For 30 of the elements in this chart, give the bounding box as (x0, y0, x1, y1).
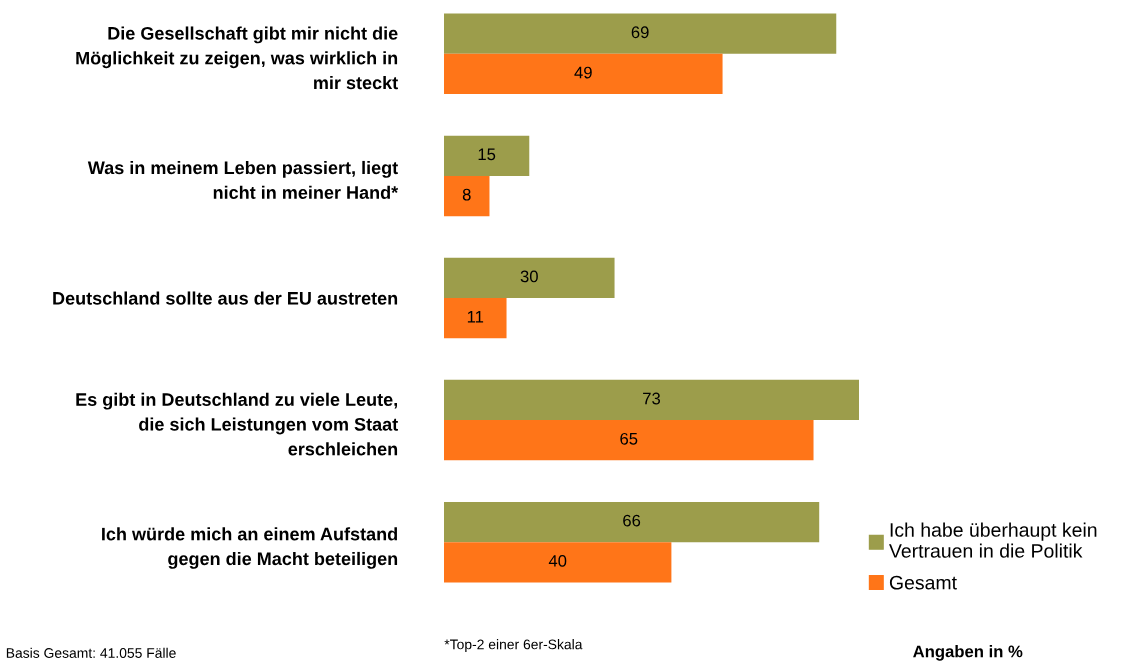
legend-label: Ich habe überhaupt kein Vertrauen in die Politik (889, 522, 1097, 558)
data-label: 73 (643, 392, 661, 405)
data-label: 30 (520, 270, 538, 283)
data-label: 66 (623, 514, 641, 527)
text: *Top-2 einer 6er-Skala (444, 639, 583, 653)
legend-label: Gesamt (889, 575, 957, 590)
bar (444, 298, 507, 339)
data-label: 40 (548, 554, 567, 567)
y-tick-label: Es gibt in Deutschland zu viele Leute, die sich Leistungen vom Staat erschleichen (76, 392, 398, 456)
bar (444, 175, 490, 217)
text: Angaben in % (913, 645, 1023, 661)
y-tick-label: Ich würde mich an einem Aufstand gegen die Macht beteiligen (102, 527, 398, 569)
bar (444, 135, 530, 176)
bar (444, 501, 820, 543)
y-tick-label: Die Gesellschaft gibt mir nicht die Möglichkeit zu zeigen, was wirklich in mir steckt (76, 26, 398, 90)
data-label: 8 (462, 188, 471, 201)
bar (444, 13, 837, 54)
data-label: 69 (631, 26, 649, 39)
data-label: 65 (620, 432, 638, 445)
bar (444, 379, 859, 421)
y-tick-label: Was in meinem Leben passiert, liegt nicht in meiner Hand* (87, 160, 399, 199)
bar (444, 257, 615, 298)
y-tick-label: Deutschland sollte aus der EU austreten (53, 291, 398, 305)
data-label: 11 (467, 310, 484, 323)
text: Basis Gesamt: 41.055 Fälle (6, 647, 176, 658)
bar (444, 53, 723, 95)
data-label: 49 (574, 66, 592, 79)
bar (444, 542, 672, 583)
bar (444, 420, 814, 461)
data-label: 15 (478, 148, 496, 161)
